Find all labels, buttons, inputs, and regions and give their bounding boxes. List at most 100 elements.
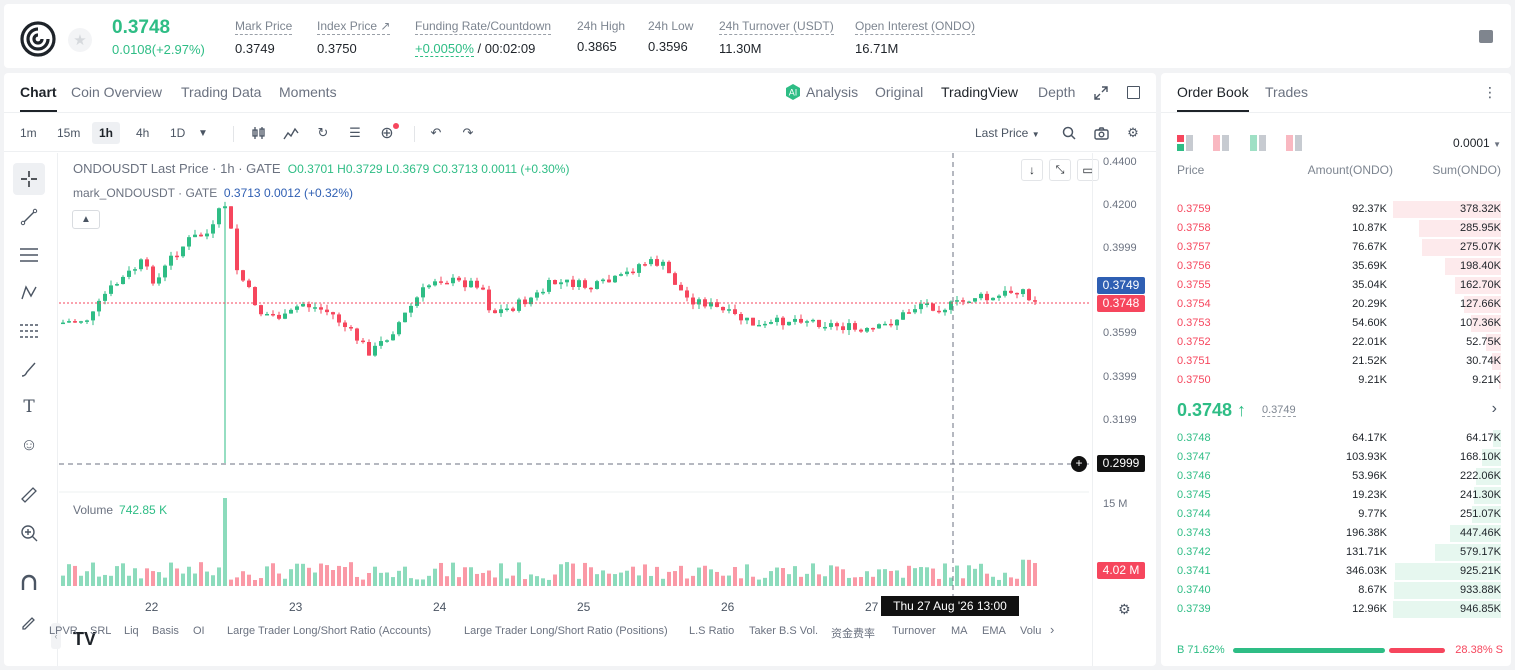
indicator-turnover[interactable]: Turnover xyxy=(892,625,936,637)
ask-row[interactable]: 0.3752 22.01K 52.75K xyxy=(1161,333,1511,352)
turnover-label[interactable]: 24h Turnover (USDT) xyxy=(719,19,834,35)
refresh-icon[interactable]: ↻ xyxy=(317,125,329,140)
redo-icon[interactable]: ↷ xyxy=(462,125,474,140)
templates-icon[interactable]: ☰ xyxy=(349,125,361,140)
zoom-in-icon[interactable] xyxy=(13,517,45,549)
candlestick-plot[interactable] xyxy=(59,153,1089,666)
bid-row[interactable]: 0.3741 346.03K 925.21K xyxy=(1161,562,1511,581)
bid-row[interactable]: 0.3748 64.17K 64.17K xyxy=(1161,429,1511,448)
index-price-label[interactable]: Index Price ↗ xyxy=(317,19,391,35)
notes-icon[interactable] xyxy=(1479,30,1493,43)
timeframe-1d[interactable]: 1D xyxy=(170,126,186,140)
tab-trades[interactable]: Trades xyxy=(1265,84,1309,100)
bid-row[interactable]: 0.3745 19.23K 241.30K xyxy=(1161,486,1511,505)
bid-row[interactable]: 0.3744 9.77K 251.07K xyxy=(1161,505,1511,524)
window-icon[interactable] xyxy=(1127,86,1140,99)
timeframe-4h[interactable]: 4h xyxy=(136,126,150,140)
search-icon[interactable] xyxy=(1060,124,1078,142)
undo-icon[interactable]: ↶ xyxy=(430,125,442,140)
chart-settings-icon[interactable]: ⚙ xyxy=(1118,601,1131,617)
crosshair-tool-icon[interactable] xyxy=(13,163,45,195)
indicator-taker-bs-vol[interactable]: Taker B.S Vol. xyxy=(749,625,819,637)
ask-row[interactable]: 0.3755 35.04K 162.70K xyxy=(1161,276,1511,295)
indicator-ema[interactable]: EMA xyxy=(982,625,1006,637)
indicator-oi[interactable]: OI xyxy=(193,625,205,637)
brush-tool-icon[interactable] xyxy=(13,353,45,385)
candle-type-icon[interactable] xyxy=(250,124,268,142)
bid-row[interactable]: 0.3739 12.96K 946.85K xyxy=(1161,600,1511,619)
bid-row[interactable]: 0.3742 131.71K 579.17K xyxy=(1161,543,1511,562)
bids-view-icon[interactable] xyxy=(1250,135,1268,151)
split-view-icon[interactable] xyxy=(1286,135,1304,151)
magnet-icon[interactable] xyxy=(13,567,45,599)
ask-row[interactable]: 0.3754 20.29K 127.66K xyxy=(1161,295,1511,314)
camera-icon[interactable] xyxy=(1092,124,1110,142)
toolbar-toggle-icon[interactable]: ‹ xyxy=(51,623,61,649)
ask-row[interactable]: 0.3750 9.21K 9.21K xyxy=(1161,371,1511,390)
expand-arrow-icon[interactable]: › xyxy=(1491,400,1497,417)
scroll-down-icon[interactable]: ↓ xyxy=(1021,159,1043,181)
price-source-select[interactable]: Last Price ▼ xyxy=(975,126,1040,140)
indicator-srl[interactable]: SRL xyxy=(90,625,112,637)
both-sides-view-icon[interactable] xyxy=(1177,135,1195,151)
draw-lock-icon[interactable] xyxy=(13,605,45,637)
indicator-ma[interactable]: MA xyxy=(951,625,968,637)
bid-row[interactable]: 0.3746 53.96K 222.06K xyxy=(1161,467,1511,486)
price-axis[interactable]: 0.4400 0.4200 0.3999 0.3599 0.3399 0.319… xyxy=(1092,153,1156,666)
tab-trading-data[interactable]: Trading Data xyxy=(181,84,262,100)
indicator-liq[interactable]: Liq xyxy=(124,625,139,637)
timeframe-1h[interactable]: 1h xyxy=(92,122,121,144)
expand-icon[interactable] xyxy=(1094,86,1108,100)
indicator-large-trader-positions[interactable]: Large Trader Long/Short Ratio (Positions… xyxy=(464,625,668,637)
depth-tab[interactable]: Depth xyxy=(1038,84,1076,100)
indicator-basis[interactable]: Basis xyxy=(152,625,179,637)
price-chart[interactable]: ONDOUSDT Last Price · 1h · GATE O0.3701 … xyxy=(51,153,1099,666)
analysis-tab[interactable]: Analysis xyxy=(806,84,859,100)
exchange-logo-icon[interactable] xyxy=(20,21,56,57)
collapse-legend-button[interactable]: ▲ xyxy=(72,210,100,229)
pattern-tool-icon[interactable] xyxy=(13,277,45,309)
add-indicator-icon[interactable]: ⊕ xyxy=(378,123,399,142)
indicator-ls-ratio[interactable]: L.S Ratio xyxy=(689,625,735,637)
fibonacci-tool-icon[interactable] xyxy=(13,315,45,347)
ask-row[interactable]: 0.3757 76.67K 275.07K xyxy=(1161,238,1511,257)
collapse-pane-icon[interactable]: ⤡ xyxy=(1049,159,1071,181)
mark-price-label[interactable]: Mark Price xyxy=(235,19,293,35)
settings-gear-icon[interactable]: ⚙ xyxy=(1127,125,1139,140)
original-tab[interactable]: Original xyxy=(875,84,924,100)
indicator-funding-rate[interactable]: 资金费率 xyxy=(831,628,875,640)
funding-label[interactable]: Funding Rate/Countdown xyxy=(415,19,552,35)
add-alert-icon[interactable]: + xyxy=(1071,456,1087,472)
indicator-large-trader-accounts[interactable]: Large Trader Long/Short Ratio (Accounts) xyxy=(227,625,432,637)
favorite-star-icon[interactable]: ★ xyxy=(68,28,92,52)
tab-order-book[interactable]: Order Book xyxy=(1177,84,1249,112)
ask-row[interactable]: 0.3753 54.60K 107.36K xyxy=(1161,314,1511,333)
tab-coin-overview[interactable]: Coin Overview xyxy=(71,84,163,100)
tradingview-tab[interactable]: TradingView xyxy=(941,84,1019,100)
horizontal-lines-tool-icon[interactable] xyxy=(13,239,45,271)
bid-row[interactable]: 0.3743 196.38K 447.46K xyxy=(1161,524,1511,543)
bid-row[interactable]: 0.3740 8.67K 933.88K xyxy=(1161,581,1511,600)
asks-view-icon[interactable] xyxy=(1213,135,1231,151)
timeframe-1m[interactable]: 1m xyxy=(20,126,37,140)
ask-row[interactable]: 0.3759 92.37K 378.32K xyxy=(1161,200,1511,219)
tab-moments[interactable]: Moments xyxy=(279,84,337,100)
ask-row[interactable]: 0.3758 10.87K 285.95K xyxy=(1161,219,1511,238)
ruler-tool-icon[interactable] xyxy=(13,479,45,511)
precision-select[interactable]: 0.0001 ▼ xyxy=(1453,136,1501,150)
ask-row[interactable]: 0.3751 21.52K 30.74K xyxy=(1161,352,1511,371)
oi-label[interactable]: Open Interest (ONDO) xyxy=(855,19,976,35)
trend-line-tool-icon[interactable] xyxy=(13,201,45,233)
emoji-tool-icon[interactable]: ☺ xyxy=(20,435,38,454)
tab-chart[interactable]: Chart xyxy=(20,84,57,112)
indicator-volume[interactable]: Volu xyxy=(1020,625,1042,637)
timeframe-dropdown-icon[interactable]: ▼ xyxy=(198,127,208,139)
more-options-icon[interactable]: ⋮ xyxy=(1483,84,1497,100)
indicator-next-icon[interactable]: › xyxy=(1050,622,1055,637)
timeframe-15m[interactable]: 15m xyxy=(57,126,81,140)
indicators-icon[interactable] xyxy=(282,124,300,142)
indicator-lpvr[interactable]: LPVR xyxy=(49,625,78,637)
bid-row[interactable]: 0.3747 103.93K 168.10K xyxy=(1161,448,1511,467)
text-tool-icon[interactable]: T xyxy=(23,397,35,417)
time-axis[interactable]: 22 23 24 25 26 27 xyxy=(59,600,1089,618)
